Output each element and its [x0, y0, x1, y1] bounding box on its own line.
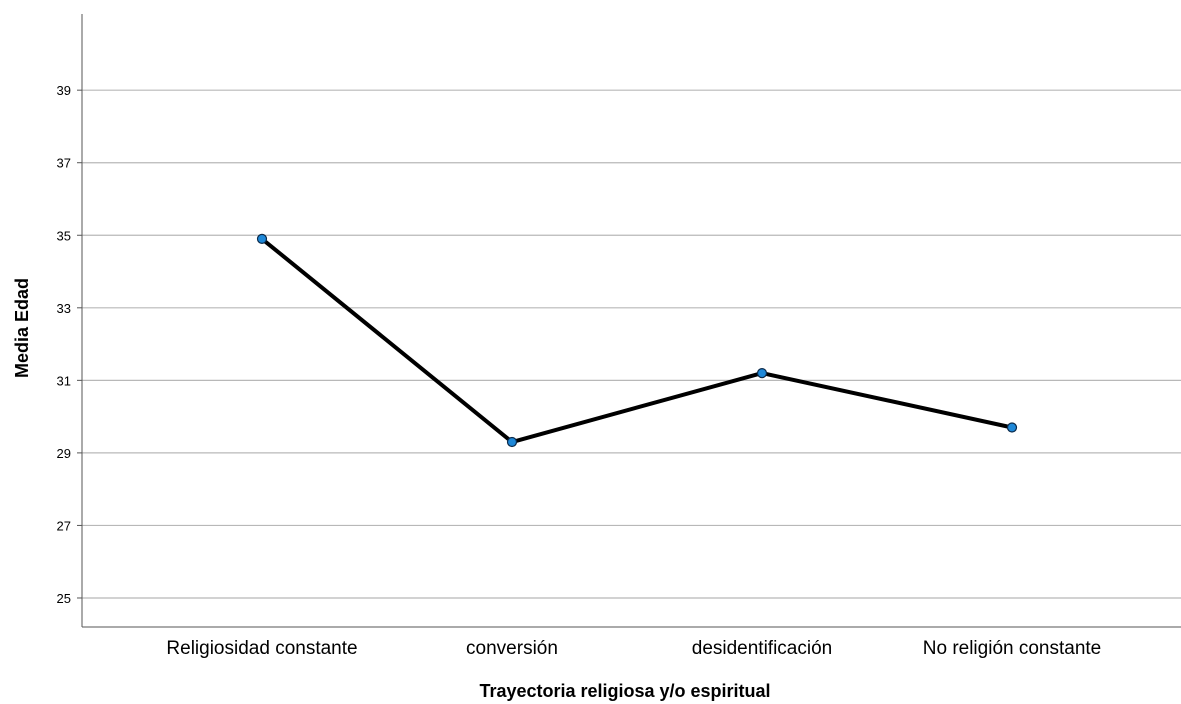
y-axis-title: Media Edad — [12, 278, 32, 378]
x-tick-label: desidentificación — [692, 638, 832, 659]
x-axis-title: Trayectoria religiosa y/o espiritual — [479, 681, 770, 701]
y-tick-label: 31 — [57, 373, 71, 388]
y-tick-label: 39 — [57, 83, 71, 98]
data-point — [506, 436, 518, 448]
x-tick-label: No religión constante — [923, 638, 1102, 659]
gridlines — [82, 89, 1181, 599]
y-tick-label: 27 — [57, 518, 71, 533]
y-tick-labels: 25 27 29 31 33 35 37 39 — [57, 83, 82, 606]
series-line — [260, 236, 1014, 445]
data-point — [1006, 422, 1018, 433]
y-tick-label: 25 — [57, 591, 71, 606]
y-tick-label: 35 — [57, 228, 71, 243]
axes — [81, 14, 1181, 628]
data-point — [756, 367, 768, 379]
series-layer — [256, 233, 1018, 448]
x-tick-label: Religiosidad constante — [166, 638, 357, 659]
x-tick-labels: Religiosidad constante conversión desident… — [166, 638, 1101, 659]
y-tick-label: 37 — [57, 156, 71, 171]
data-point — [256, 233, 268, 244]
x-tick-label: conversión — [466, 638, 558, 659]
y-tick-label: 29 — [57, 446, 71, 461]
y-tick-label: 33 — [57, 301, 71, 316]
